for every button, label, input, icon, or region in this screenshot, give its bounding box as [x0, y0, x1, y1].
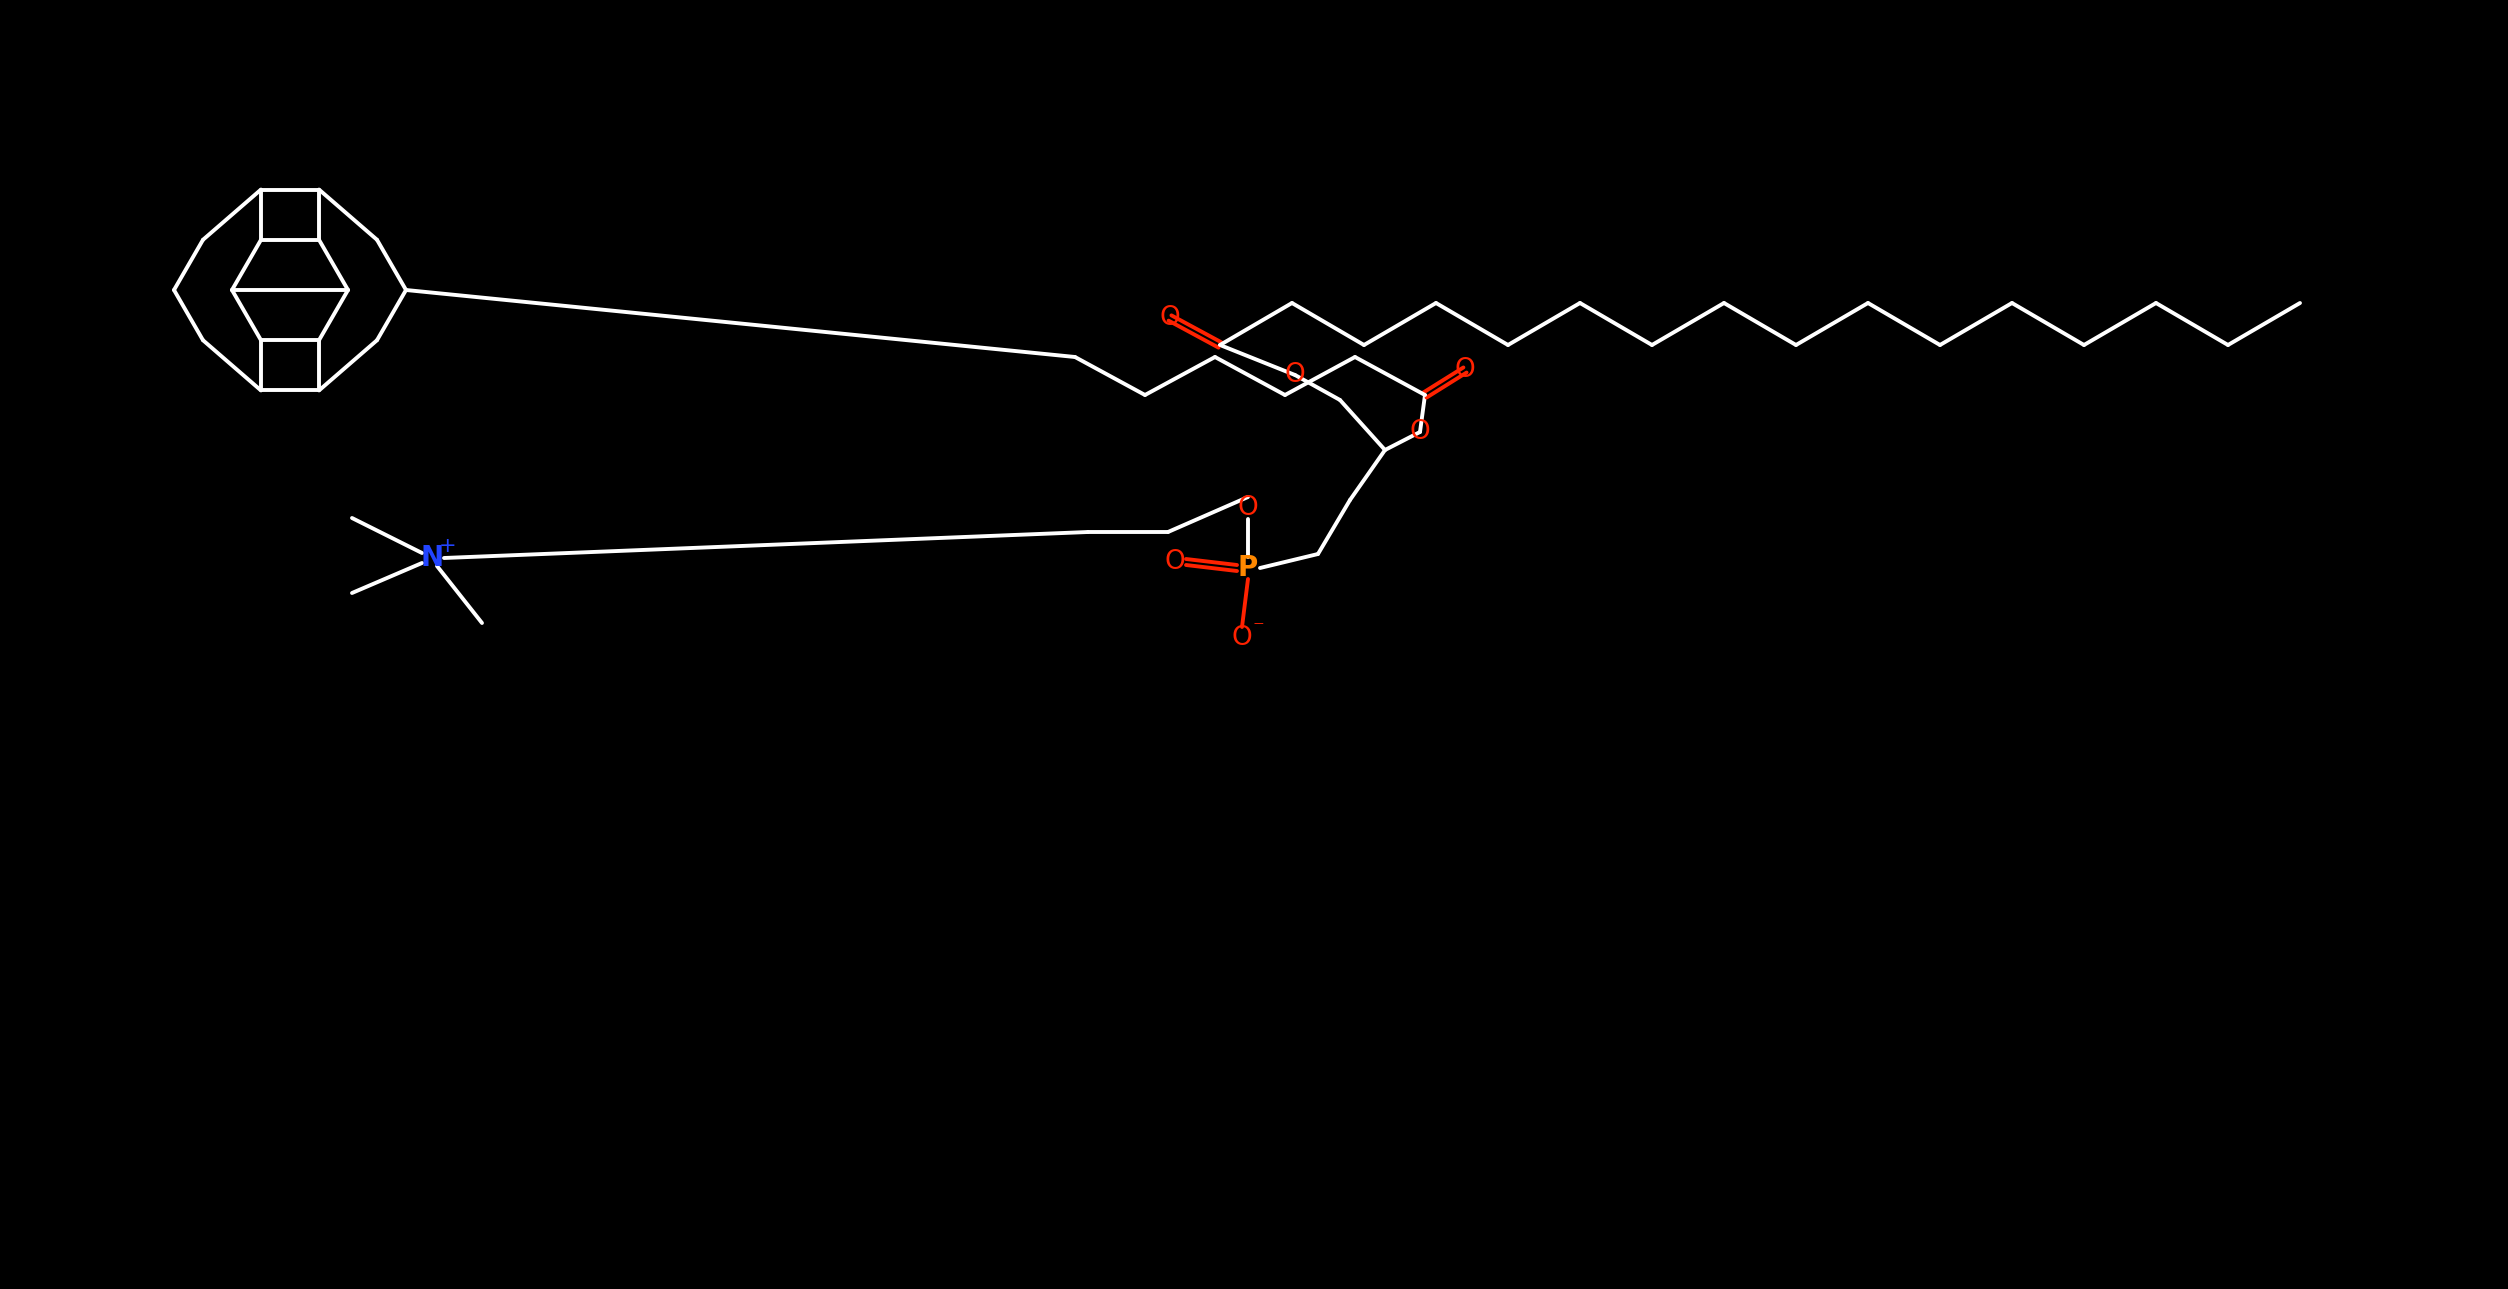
Text: O: O — [1409, 419, 1430, 445]
Text: N: N — [421, 544, 444, 572]
Text: O: O — [1159, 305, 1181, 331]
Text: +: + — [439, 536, 456, 556]
Text: ⁻: ⁻ — [1251, 617, 1264, 638]
Text: P: P — [1239, 554, 1259, 583]
Text: O: O — [1455, 357, 1475, 383]
Text: O: O — [1236, 495, 1259, 521]
Text: O: O — [1284, 362, 1304, 388]
Text: O: O — [1231, 625, 1251, 651]
Text: O: O — [1164, 549, 1186, 575]
